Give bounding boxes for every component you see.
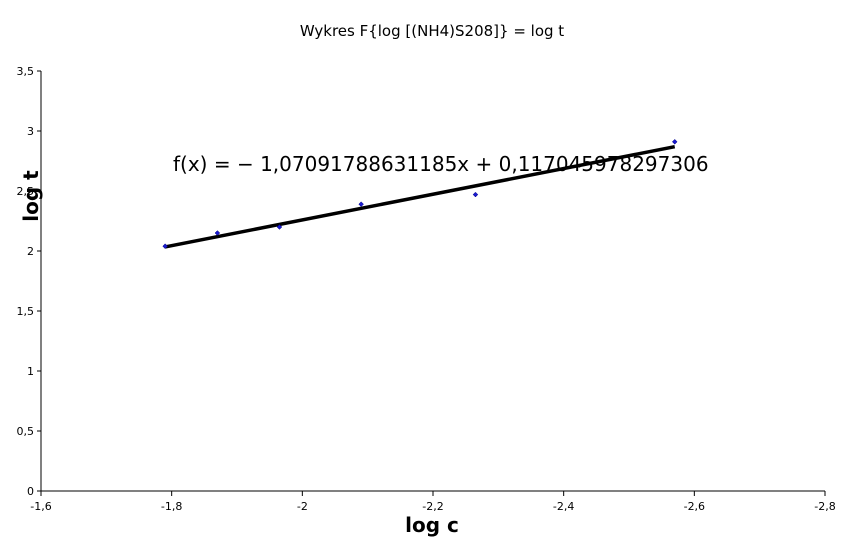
data-points [162,139,678,249]
x-tick-label: -2,2 [422,500,443,513]
ticks: 0 0,5 1 1,5 2 2,5 3 3,5 -1,6 -1,8 -2 -2,2 -2,4 -2,6 -2… [17,65,836,513]
y-tick-label: 2,5 [17,185,35,198]
y-tick-label: 0 [27,485,34,498]
data-point [671,139,678,145]
chart-title: Wykres F{log [(NH4)S208]} = log t [300,22,564,40]
trendline-group [164,144,676,249]
trendline-equation: f(x) = − 1,07091788631185x + 0,117045978… [173,152,709,176]
y-tick-label: 3,5 [17,65,35,78]
data-point [358,201,364,207]
x-tick-label: -2 [297,500,308,513]
data-point [472,191,479,198]
y-tick-label: 0,5 [17,425,35,438]
x-tick-label: -1,8 [161,500,182,513]
data-point [214,230,221,236]
x-tick-label: -2,8 [814,500,835,513]
y-tick-label: 1 [27,365,34,378]
x-tick-label: -2,4 [553,500,574,513]
y-tick-label: 1,5 [17,305,35,318]
axes [40,71,825,492]
trendline [164,144,676,249]
y-axis-title: log t [19,170,43,222]
y-tick-label: 3 [27,125,34,138]
data-point [162,243,168,249]
x-axis-title: log c [405,513,459,537]
data-point [276,224,283,230]
x-tick-label: -1,6 [30,500,51,513]
y-tick-label: 2 [27,245,34,258]
x-tick-label: -2,6 [684,500,705,513]
